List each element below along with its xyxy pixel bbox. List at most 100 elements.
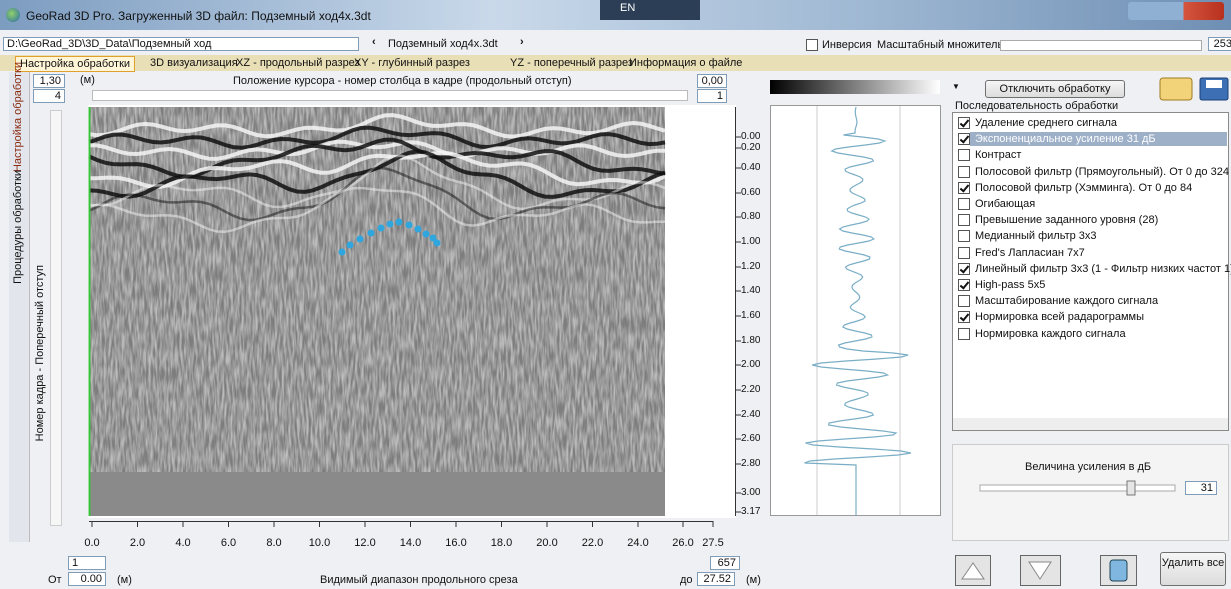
step-label[interactable]: Нормировка каждого сигнала bbox=[975, 327, 1126, 340]
to-unit: (м) bbox=[746, 574, 761, 586]
depth-label: 1.60 bbox=[741, 310, 761, 321]
sequence-title: Последовательность обработки bbox=[955, 100, 1119, 112]
tab[interactable]: 3D визуализация bbox=[150, 57, 238, 69]
step-checkbox[interactable] bbox=[958, 165, 970, 178]
depth-unit: (м) bbox=[80, 74, 95, 86]
step-label[interactable]: Полосовой фильтр (Прямоугольный). От 0 д… bbox=[975, 165, 1229, 178]
step-checkbox[interactable] bbox=[958, 149, 970, 162]
window-controls[interactable] bbox=[1128, 2, 1224, 20]
tab[interactable]: XY - глубинный разрез bbox=[354, 57, 470, 69]
step-label[interactable]: Нормировка всей радарограммы bbox=[975, 311, 1145, 324]
step-checkbox[interactable] bbox=[958, 262, 970, 275]
inversion-checkbox[interactable] bbox=[806, 39, 818, 51]
palette-dropdown[interactable]: ▼ bbox=[952, 82, 960, 91]
step-checkbox[interactable] bbox=[958, 133, 970, 146]
step-checkbox[interactable] bbox=[958, 230, 970, 243]
save-icon bbox=[1206, 80, 1222, 88]
depth-label: 0.60 bbox=[741, 187, 761, 198]
x-label: 6.0 bbox=[220, 537, 237, 549]
marker-dot bbox=[433, 239, 441, 247]
step-label[interactable]: Огибающая bbox=[975, 198, 1036, 210]
frame-axis-label: Номер кадра - Поперечный отступ bbox=[34, 265, 46, 442]
disable-button[interactable]: Отключить обработку bbox=[985, 80, 1125, 98]
path-combo[interactable]: D:\GeoRad_3D\3D_Data\Подземный ход bbox=[3, 37, 359, 51]
x-label: 24.0 bbox=[627, 537, 649, 549]
nav-next[interactable]: › bbox=[520, 36, 524, 48]
step-checkbox[interactable] bbox=[958, 279, 970, 291]
start-column: 1 bbox=[68, 556, 106, 570]
depth-label: 3.00 bbox=[741, 487, 761, 498]
step-label[interactable]: High-pass 5x5 bbox=[975, 279, 1046, 291]
cursor-column: 1 bbox=[697, 89, 727, 103]
step-label[interactable]: Масштабирование каждого сигнала bbox=[975, 295, 1159, 308]
trace-panel bbox=[770, 105, 941, 516]
depth-label: 0.40 bbox=[741, 162, 761, 173]
bin-icon bbox=[1109, 559, 1128, 582]
palette-bar bbox=[770, 80, 940, 94]
tab[interactable]: XZ - продольный разрез bbox=[236, 57, 360, 69]
reflections bbox=[88, 113, 666, 234]
tab[interactable]: Настройка обработки bbox=[15, 56, 136, 72]
x-label: 27.5 bbox=[702, 537, 724, 549]
side-tab[interactable]: Настройка обработки bbox=[12, 62, 24, 173]
step-checkbox[interactable] bbox=[958, 295, 970, 308]
step-checkbox[interactable] bbox=[958, 246, 970, 259]
x-label: 20.0 bbox=[536, 537, 558, 549]
window-title: GeoRad 3D Pro. Загруженный 3D файл: Подз… bbox=[26, 9, 371, 23]
x-label: 2.0 bbox=[129, 537, 146, 549]
x-label: 4.0 bbox=[175, 537, 191, 549]
step-highlight bbox=[970, 132, 1227, 147]
step-checkbox[interactable] bbox=[958, 311, 970, 324]
cursor-slider[interactable] bbox=[92, 90, 688, 101]
reflection bbox=[88, 186, 665, 234]
reflection bbox=[88, 113, 666, 139]
tab[interactable]: YZ - поперечный разрез bbox=[510, 57, 633, 69]
depth-label: 0.00 bbox=[741, 131, 761, 142]
list-scrollbar[interactable] bbox=[953, 418, 1228, 430]
reflection bbox=[88, 125, 666, 150]
language-bar bbox=[600, 0, 700, 20]
from-value: 0.00 bbox=[68, 572, 106, 586]
depth-label: 1.40 bbox=[741, 285, 761, 296]
depth-label: 0.80 bbox=[741, 211, 761, 222]
language: EN bbox=[620, 2, 636, 14]
depth-label: 1.80 bbox=[741, 335, 761, 346]
step-label[interactable]: Fred's Лапласиан 7x7 bbox=[975, 246, 1085, 259]
nav-prev[interactable]: ‹ bbox=[372, 36, 376, 48]
marker-dot bbox=[414, 225, 422, 233]
depth-label: 0.20 bbox=[741, 142, 761, 153]
delete-all-button[interactable]: Удалить все bbox=[1160, 552, 1226, 586]
depth-label: 1.20 bbox=[741, 261, 761, 272]
frame-slider[interactable] bbox=[50, 110, 62, 526]
step-label[interactable]: Контраст bbox=[975, 149, 1022, 162]
step-checkbox[interactable] bbox=[958, 117, 970, 129]
depth-label: 2.00 bbox=[741, 359, 761, 370]
side-tab[interactable]: Процедуры обработки bbox=[12, 170, 24, 284]
gain-thumb[interactable] bbox=[1126, 480, 1136, 496]
depth-field: 1,30 bbox=[33, 74, 65, 88]
step-checkbox[interactable] bbox=[958, 214, 970, 227]
tab[interactable]: Информация о файле bbox=[629, 57, 743, 69]
marker-dot bbox=[405, 221, 413, 229]
step-label[interactable]: Удаление среднего сигнала bbox=[975, 117, 1118, 129]
step-label[interactable]: Превышение заданного уровня (28) bbox=[975, 214, 1159, 227]
step-label[interactable]: Экспоненциальное усиление 31 дБ bbox=[975, 133, 1156, 146]
from-label: От bbox=[48, 574, 62, 586]
gain-panel bbox=[952, 444, 1229, 541]
scale-slider[interactable] bbox=[1000, 40, 1202, 51]
x-label: 12.0 bbox=[354, 537, 376, 549]
step-label[interactable]: Медианный фильтр 3x3 bbox=[975, 230, 1097, 243]
step-checkbox[interactable] bbox=[958, 327, 970, 340]
gain-value: 31 bbox=[1185, 481, 1217, 495]
depth-label: 1.00 bbox=[741, 236, 761, 247]
x-label: 18.0 bbox=[490, 537, 513, 549]
step-label[interactable]: Линейный фильтр 3x3 (1 - Фильтр низких ч… bbox=[975, 262, 1231, 275]
gain-slider[interactable] bbox=[979, 484, 1176, 492]
step-checkbox[interactable] bbox=[958, 198, 970, 210]
step-label[interactable]: Полосовой фильтр (Хэмминга). От 0 до 84 bbox=[975, 181, 1193, 194]
step-checkbox[interactable] bbox=[958, 181, 970, 194]
marker-dot bbox=[346, 241, 354, 249]
tab-bar bbox=[0, 55, 1231, 71]
open-button[interactable] bbox=[1159, 77, 1193, 101]
